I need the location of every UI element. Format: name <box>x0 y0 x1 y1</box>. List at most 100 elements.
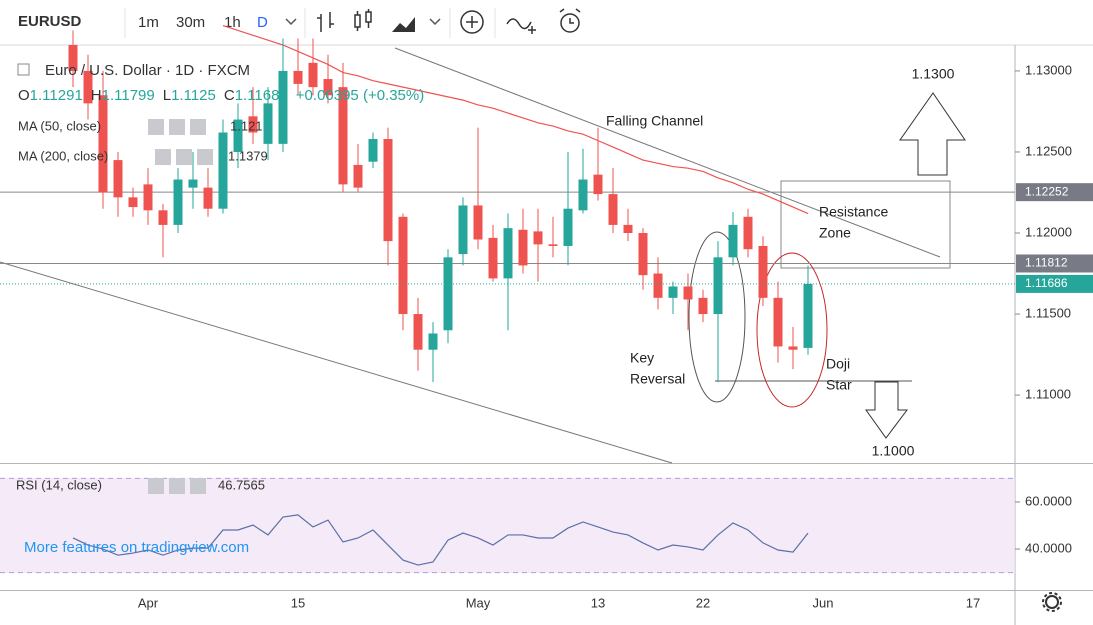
candle-body <box>128 197 138 208</box>
marks <box>0 24 1015 383</box>
interval[interactable]: 1m <box>138 14 159 31</box>
change: +0.00395 (+0.35%) <box>296 87 424 104</box>
interval[interactable]: D <box>257 14 268 31</box>
candle-body <box>293 70 303 84</box>
watermark[interactable]: More features on tradingview.com <box>24 539 249 556</box>
y-tick-label: 1.12000 <box>1025 224 1072 239</box>
y-tick-label: 1.13000 <box>1025 62 1072 77</box>
rsi-pane <box>0 477 1015 574</box>
symbol-name: Euro / U.S. Dollar · 1D · FXCM <box>45 62 250 79</box>
candle-body <box>338 87 348 185</box>
level-label: 1.12252 <box>1025 184 1069 198</box>
x-tick-label: 17 <box>966 595 980 610</box>
candle-body <box>608 194 618 225</box>
candle-body <box>638 233 648 276</box>
candle-body <box>203 187 213 209</box>
candle-body <box>518 229 528 266</box>
candle-body <box>218 132 228 209</box>
area-style-icon[interactable] <box>392 17 415 32</box>
indicator-buttons[interactable] <box>148 478 206 494</box>
candle-body <box>758 245 768 298</box>
candle-body <box>803 283 813 348</box>
ohlc-label: O <box>18 87 30 104</box>
annotation: Falling Channel <box>606 113 703 129</box>
candle-body <box>158 210 168 225</box>
candle-body <box>563 208 573 246</box>
ohlc-label: C <box>224 87 235 104</box>
rsi-value: 46.7565 <box>218 477 265 492</box>
candle-body <box>173 179 183 225</box>
candle-body <box>428 333 438 350</box>
candle-body <box>713 257 723 315</box>
candle-body <box>353 164 363 188</box>
alert-icon[interactable] <box>559 8 581 33</box>
x-tick-label: 15 <box>291 595 305 610</box>
candle-body <box>278 70 288 144</box>
candle-body <box>488 237 498 279</box>
collapse-icon[interactable] <box>17 63 30 76</box>
channel-line <box>394 47 941 258</box>
candle-body <box>248 116 258 133</box>
candle-body <box>503 228 513 279</box>
channel-line <box>0 261 673 464</box>
ohlc-value: 1.11291 <box>30 87 83 104</box>
candle-body <box>743 216 753 250</box>
y-tick-label: 1.12500 <box>1025 143 1072 158</box>
ma-line <box>222 24 809 215</box>
x-tick-label: May <box>466 595 491 610</box>
candle-body <box>308 62 318 88</box>
x-tick-label: 22 <box>696 595 710 610</box>
level-label-box <box>1016 254 1093 273</box>
resistance-box <box>780 180 951 269</box>
candle-body <box>653 273 663 298</box>
last-price-label: 1.11686 <box>1025 276 1068 290</box>
bar-style-icon[interactable] <box>317 12 334 32</box>
drawings <box>0 47 966 464</box>
annotation: Doji <box>826 356 850 372</box>
candle-body <box>398 216 408 315</box>
ohlc-label: L <box>163 87 171 104</box>
down-arrow <box>865 381 908 439</box>
candle-body <box>113 160 123 198</box>
annotation: 1.1300 <box>912 66 955 82</box>
indicator-value: 1.1379 <box>228 148 268 163</box>
candle-body <box>323 79 333 96</box>
indicator-value: 1.121 <box>230 118 263 133</box>
reversal-ellipse <box>688 231 746 403</box>
annotation: Reversal <box>630 371 685 387</box>
candle-body <box>233 119 243 152</box>
add-icon[interactable] <box>460 10 484 34</box>
indicator-name: MA (50, close) <box>18 118 101 133</box>
dropdown[interactable] <box>429 18 441 26</box>
settings-icon[interactable] <box>1042 592 1062 612</box>
y-tick-label: 1.11500 <box>1025 305 1071 320</box>
x-tick-label: Jun <box>813 595 834 610</box>
up-arrow <box>899 92 966 176</box>
candle-body <box>578 179 588 211</box>
candle-body <box>98 95 108 193</box>
candle-body <box>593 174 603 195</box>
level-label: 1.11812 <box>1025 256 1068 270</box>
compare-icon[interactable] <box>506 18 536 34</box>
annotation: Star <box>826 377 852 393</box>
annotation: Key <box>630 350 654 366</box>
y-tick-label: 1.11000 <box>1025 387 1071 402</box>
candle-body <box>623 224 633 234</box>
candle-body <box>188 179 198 188</box>
dropdown[interactable] <box>285 18 297 26</box>
interval[interactable]: 30m <box>176 14 205 31</box>
ohlc-value: 1.11799 <box>102 87 155 104</box>
candle-style-icon[interactable] <box>354 9 372 31</box>
x-tick-label: 13 <box>591 595 605 610</box>
indicator-buttons[interactable] <box>148 119 213 165</box>
y-tick-label: 60.0000 <box>1025 493 1072 508</box>
toolbar <box>0 0 1093 45</box>
rsi-line <box>72 514 809 566</box>
y-tick-label: 40.0000 <box>1025 540 1072 555</box>
candle-body <box>473 205 483 240</box>
x-tick-label: Apr <box>138 595 159 610</box>
symbol[interactable]: EURUSD <box>18 13 82 30</box>
candle-body <box>368 139 378 162</box>
level-label-box <box>1016 183 1093 202</box>
